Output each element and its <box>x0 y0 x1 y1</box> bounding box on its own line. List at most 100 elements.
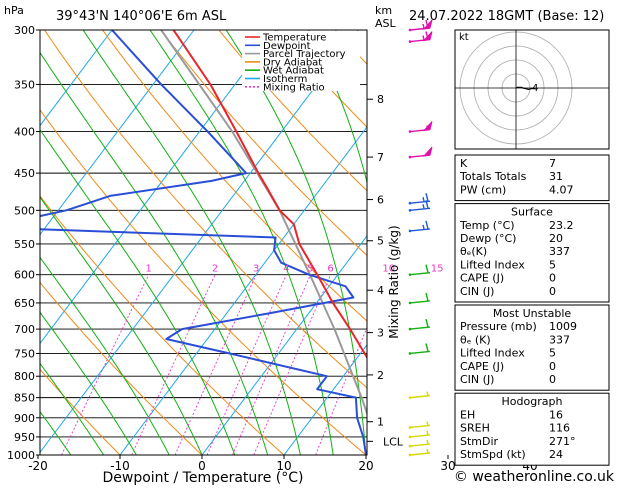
wind-barb <box>408 292 431 305</box>
pressure-tick-label: 950 <box>14 431 35 444</box>
km-tick-label: 4 <box>377 284 384 297</box>
table-row-label: EH <box>460 408 475 421</box>
temperature-tick-label: 10 <box>276 459 291 473</box>
table-row-label: θₑ (K) <box>460 333 491 346</box>
table-row-value: 31 <box>549 170 563 183</box>
table-row-value: 337 <box>549 245 570 258</box>
pressure-tick-label: 1000 <box>7 449 35 462</box>
legend-label: Isotherm <box>263 74 307 85</box>
temperature-tick-label: 0 <box>198 459 206 473</box>
storm-motion-marker: 4 <box>532 83 538 94</box>
table-row-label: Lifted Index <box>460 347 525 360</box>
mixing-ratio-label: 2 <box>212 264 218 275</box>
wind-barb <box>408 220 431 233</box>
km-tick-label: 3 <box>377 327 384 340</box>
dry-adiabat-line <box>40 368 121 455</box>
isotherm-line <box>40 30 359 454</box>
wind-barb <box>408 318 431 331</box>
table-row-label: CIN (J) <box>460 285 494 298</box>
dry-adiabat-line <box>40 108 367 455</box>
wet-adiabat-line <box>40 311 137 455</box>
pressure-tick-label: 700 <box>14 323 35 336</box>
mixing-ratio-axis-label: Mixing Ratio (g/kg) <box>387 225 401 338</box>
wind-barb <box>408 448 431 457</box>
pressure-tick-label: 800 <box>14 370 35 383</box>
table-row-label: Pressure (mb) <box>460 320 537 333</box>
pressure-tick-label: 500 <box>14 204 35 217</box>
legend-label: Temperature <box>262 33 326 44</box>
table-row-label: PW (cm) <box>460 183 506 196</box>
table-row-label: StmDir <box>460 435 499 448</box>
pressure-tick-label: 550 <box>14 238 35 251</box>
legend-label: Parcel Trajectory <box>263 49 346 60</box>
dry-adiabat-line <box>102 30 367 322</box>
hodograph-panel: 4 kt <box>454 29 610 150</box>
hodograph-trace <box>515 86 536 91</box>
table-row-label: θₑ(K) <box>460 245 487 258</box>
mixing-ratio-line <box>131 274 216 455</box>
isotherm-line <box>40 30 277 345</box>
hodograph-frame <box>454 29 610 150</box>
wind-barb <box>408 391 431 399</box>
dewpoint-line <box>40 30 367 455</box>
axes: 1234561015202530035040045050055060065070… <box>7 24 538 473</box>
wet-adiabat-line <box>225 30 367 455</box>
isotherm-line <box>40 30 113 127</box>
wind-barb <box>408 200 431 212</box>
pressure-tick-label: 750 <box>14 347 35 360</box>
datetime-title: 24.07.2022 18GMT (Base: 12) <box>409 9 604 24</box>
hodograph-unit-label: kt <box>459 32 469 43</box>
dry-adiabat-line <box>40 195 285 455</box>
table-row-label: K <box>460 157 468 170</box>
wind-barbs <box>408 19 433 457</box>
profiles <box>40 30 367 455</box>
legend-label: Mixing Ratio <box>263 82 325 93</box>
table-row-value: 5 <box>549 258 556 271</box>
wind-barb <box>408 421 431 429</box>
isotherm-line <box>201 235 367 455</box>
background-lines <box>40 30 367 455</box>
table-row-value: 337 <box>549 333 570 346</box>
table-title: Surface <box>511 206 553 219</box>
mixing-ratio-line <box>253 274 332 455</box>
km-axis-title: km <box>375 4 392 17</box>
hodograph-table <box>454 392 610 466</box>
table-row-label: SREH <box>460 422 490 435</box>
legend-box <box>242 31 360 91</box>
parcel-trajectory-line <box>160 30 367 417</box>
table-row-value: 116 <box>549 422 570 435</box>
wet-adiabat-line <box>40 128 236 455</box>
lcl-label: LCL <box>383 435 404 448</box>
table-row-value: 24 <box>549 448 563 461</box>
legend-label: Dewpoint <box>263 41 311 52</box>
mixing-ratio-line <box>206 274 287 455</box>
dry-adiabat-line <box>40 281 203 455</box>
table-row-value: 7 <box>549 157 556 170</box>
credit-text: © weatheronline.co.uk <box>454 469 615 485</box>
table-row-label: CIN (J) <box>460 373 494 386</box>
hpa-axis-title: hPa <box>4 4 24 17</box>
table-row-label: Dewp (°C) <box>460 232 516 245</box>
mixing-ratio-label: 4 <box>283 264 289 275</box>
mixing-ratio-label: 10 <box>382 264 395 275</box>
mixing-ratio-line <box>174 274 257 455</box>
pressure-tick-label: 300 <box>14 24 35 37</box>
table-row-label: CAPE (J) <box>460 272 504 285</box>
legend-label: Dry Adiabat <box>263 57 322 68</box>
wet-adiabat-line <box>40 51 269 455</box>
plot-frame <box>39 29 368 456</box>
asl-axis-title: ASL <box>375 17 397 30</box>
mixing-ratio-line <box>315 326 367 455</box>
isotherm-line <box>119 126 367 455</box>
temperature-tick-label: -20 <box>28 459 48 473</box>
dry-adiabat-line <box>160 30 367 257</box>
mixing-ratio-label: 6 <box>327 264 333 275</box>
table-row-value: 20 <box>549 232 563 245</box>
wind-barb <box>408 31 433 43</box>
wind-barb <box>408 343 431 355</box>
pressure-tick-label: 450 <box>14 167 35 180</box>
indices-table <box>454 154 610 202</box>
mixing-ratio-label: 15 <box>431 264 444 275</box>
